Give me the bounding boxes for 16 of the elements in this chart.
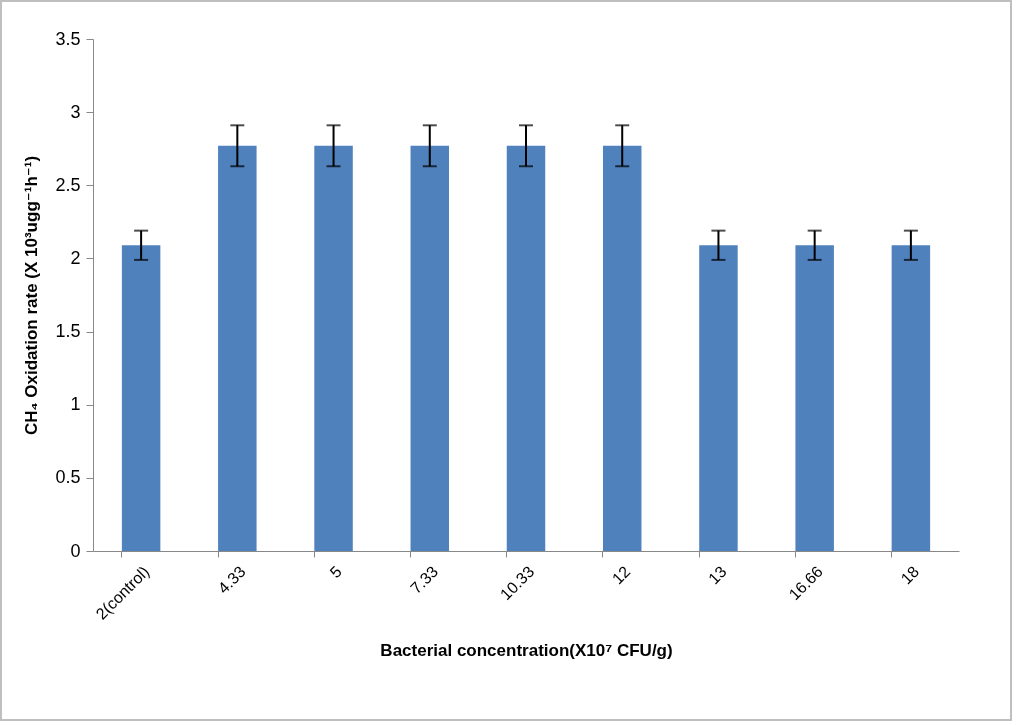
y-tick-label: 1 <box>70 394 81 415</box>
y-tick-label: 0 <box>70 540 81 561</box>
y-tick-label: 0.5 <box>55 467 81 488</box>
x-tick-label: 13 <box>705 562 730 588</box>
x-tick-label: 12 <box>608 562 634 588</box>
y-tick-label: 3 <box>70 101 81 122</box>
y-axis-title: CH₄ Oxidation rate (X 10³ugg⁻¹h⁻¹) <box>22 155 42 436</box>
x-axis-title: Bacterial concentration(X10⁷ CFU/g) <box>380 640 673 660</box>
x-tick-label: 18 <box>897 562 923 588</box>
y-tick-label: 2.5 <box>55 174 81 195</box>
x-tick-label: 4.33 <box>214 562 249 597</box>
y-tick-label: 2 <box>70 247 81 268</box>
x-tick-label: 7.33 <box>407 562 442 597</box>
x-tick-label: 5 <box>326 562 345 582</box>
y-tick-label: 1.5 <box>55 321 81 342</box>
y-tick-label: 3.5 <box>55 28 81 49</box>
